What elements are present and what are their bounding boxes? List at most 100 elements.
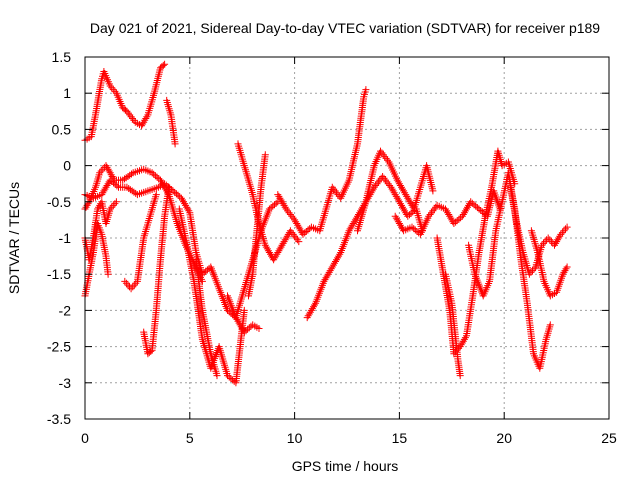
data-point — [396, 200, 404, 208]
data-point — [82, 203, 90, 211]
series-arc-19 — [442, 270, 464, 380]
data-point — [202, 267, 210, 275]
data-point — [399, 203, 406, 211]
data-point — [391, 212, 399, 220]
data-point — [107, 171, 115, 179]
data-point — [459, 211, 467, 218]
data-point — [291, 232, 299, 240]
data-point — [413, 228, 421, 235]
data-point — [279, 239, 287, 247]
data-point — [265, 205, 273, 213]
data-point — [127, 285, 135, 293]
data-point — [407, 200, 415, 208]
data-point — [450, 220, 458, 227]
data-point — [544, 234, 552, 242]
data-point — [349, 220, 357, 227]
data-point — [328, 183, 336, 191]
data-point — [464, 203, 471, 211]
data-point — [235, 319, 243, 327]
data-point — [446, 212, 454, 220]
data-point — [330, 185, 338, 193]
data-point — [277, 196, 285, 204]
data-point — [103, 163, 111, 171]
data-point — [525, 270, 533, 278]
data-point — [456, 343, 464, 351]
data-point — [372, 182, 380, 189]
data-point — [447, 214, 455, 222]
data-point — [336, 250, 344, 258]
data-point — [306, 308, 314, 316]
data-point — [452, 218, 460, 226]
data-point — [150, 170, 158, 178]
data-point — [472, 202, 480, 210]
data-point — [245, 292, 252, 300]
data-point — [159, 180, 167, 188]
data-point — [293, 236, 301, 244]
data-point — [377, 147, 384, 155]
data-point — [332, 258, 339, 265]
data-point — [398, 201, 405, 209]
data-point — [334, 254, 342, 262]
data-point — [387, 183, 395, 191]
data-point — [458, 339, 466, 347]
data-point — [299, 230, 307, 238]
data-point — [157, 176, 164, 184]
data-point — [84, 200, 92, 208]
data-point — [276, 194, 284, 202]
data-point — [271, 201, 278, 209]
data-point — [530, 265, 538, 273]
data-point — [101, 185, 109, 193]
data-point — [392, 192, 400, 200]
y-tick-label: -3.5 — [47, 411, 71, 427]
data-point — [395, 198, 403, 206]
data-point — [403, 192, 411, 200]
data-point — [310, 303, 317, 311]
data-point — [541, 238, 549, 246]
data-point — [281, 203, 289, 211]
chart-title: Day 021 of 2021, Sidereal Day-to-day VTE… — [90, 20, 600, 36]
data-point — [395, 220, 403, 227]
x-tick-labels: 0 5 10 15 20 25 — [81, 430, 617, 446]
data-point — [278, 198, 286, 206]
series-arc-8 — [140, 183, 173, 358]
data-point — [153, 173, 161, 181]
data-point — [320, 277, 328, 285]
data-point — [327, 265, 335, 273]
x-tick-label: 5 — [186, 430, 194, 446]
data-point — [126, 111, 134, 119]
data-point — [470, 201, 478, 209]
data-point — [346, 225, 354, 233]
data-point — [347, 223, 355, 231]
data-point — [244, 325, 252, 333]
data-point — [555, 234, 563, 242]
data-point — [123, 107, 131, 115]
data-point — [393, 194, 401, 202]
data-point — [322, 274, 330, 282]
data-point — [329, 261, 337, 269]
data-point — [276, 245, 284, 253]
data-point — [165, 183, 173, 191]
data-point — [552, 239, 560, 247]
data-point — [330, 259, 338, 267]
data-point — [294, 221, 302, 229]
data-point — [405, 196, 413, 204]
data-point — [103, 182, 111, 189]
data-point — [557, 230, 565, 238]
data-point — [401, 189, 409, 197]
data-point — [177, 194, 185, 202]
data-point — [379, 173, 387, 180]
data-point — [152, 191, 160, 199]
data-point — [306, 225, 314, 233]
data-point — [393, 176, 401, 184]
data-point — [129, 283, 137, 291]
data-point — [283, 232, 291, 240]
data-point — [242, 327, 250, 335]
x-tick-label: 10 — [287, 430, 303, 446]
data-point — [467, 198, 475, 206]
data-point — [179, 196, 186, 204]
data-point — [142, 115, 150, 122]
data-point — [171, 188, 179, 196]
data-point — [108, 84, 116, 92]
series-arc-7 — [121, 191, 160, 293]
